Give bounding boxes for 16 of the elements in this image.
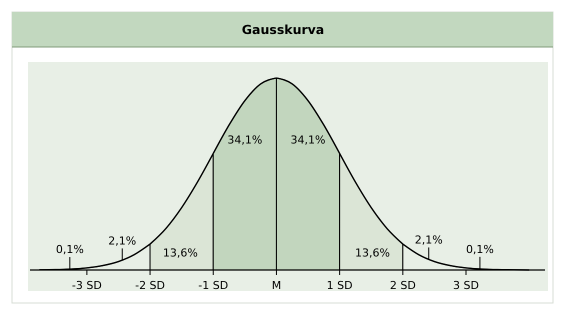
annotation: 2,1% [108, 234, 136, 248]
x-tick-label: 3 SD [453, 279, 479, 292]
x-tick-label: M [272, 279, 282, 292]
x-tick-label: -1 SD [198, 279, 228, 292]
x-tick-label: 2 SD [390, 279, 416, 292]
annotation: 13,6% [355, 246, 390, 260]
annotation: 34,1% [290, 133, 326, 146]
x-tick-label: -2 SD [135, 279, 166, 292]
x-tick-label: -3 SD [72, 279, 102, 292]
annotation: 13,6% [162, 246, 198, 260]
annotation: 0,1% [466, 242, 494, 256]
annotation: 34,1% [227, 133, 262, 146]
x-tick-label: 1 SD [326, 279, 353, 292]
chart-title: Gausskurva [242, 22, 324, 37]
annotation: 0,1% [56, 243, 84, 256]
annotation: 2,1% [414, 233, 443, 246]
